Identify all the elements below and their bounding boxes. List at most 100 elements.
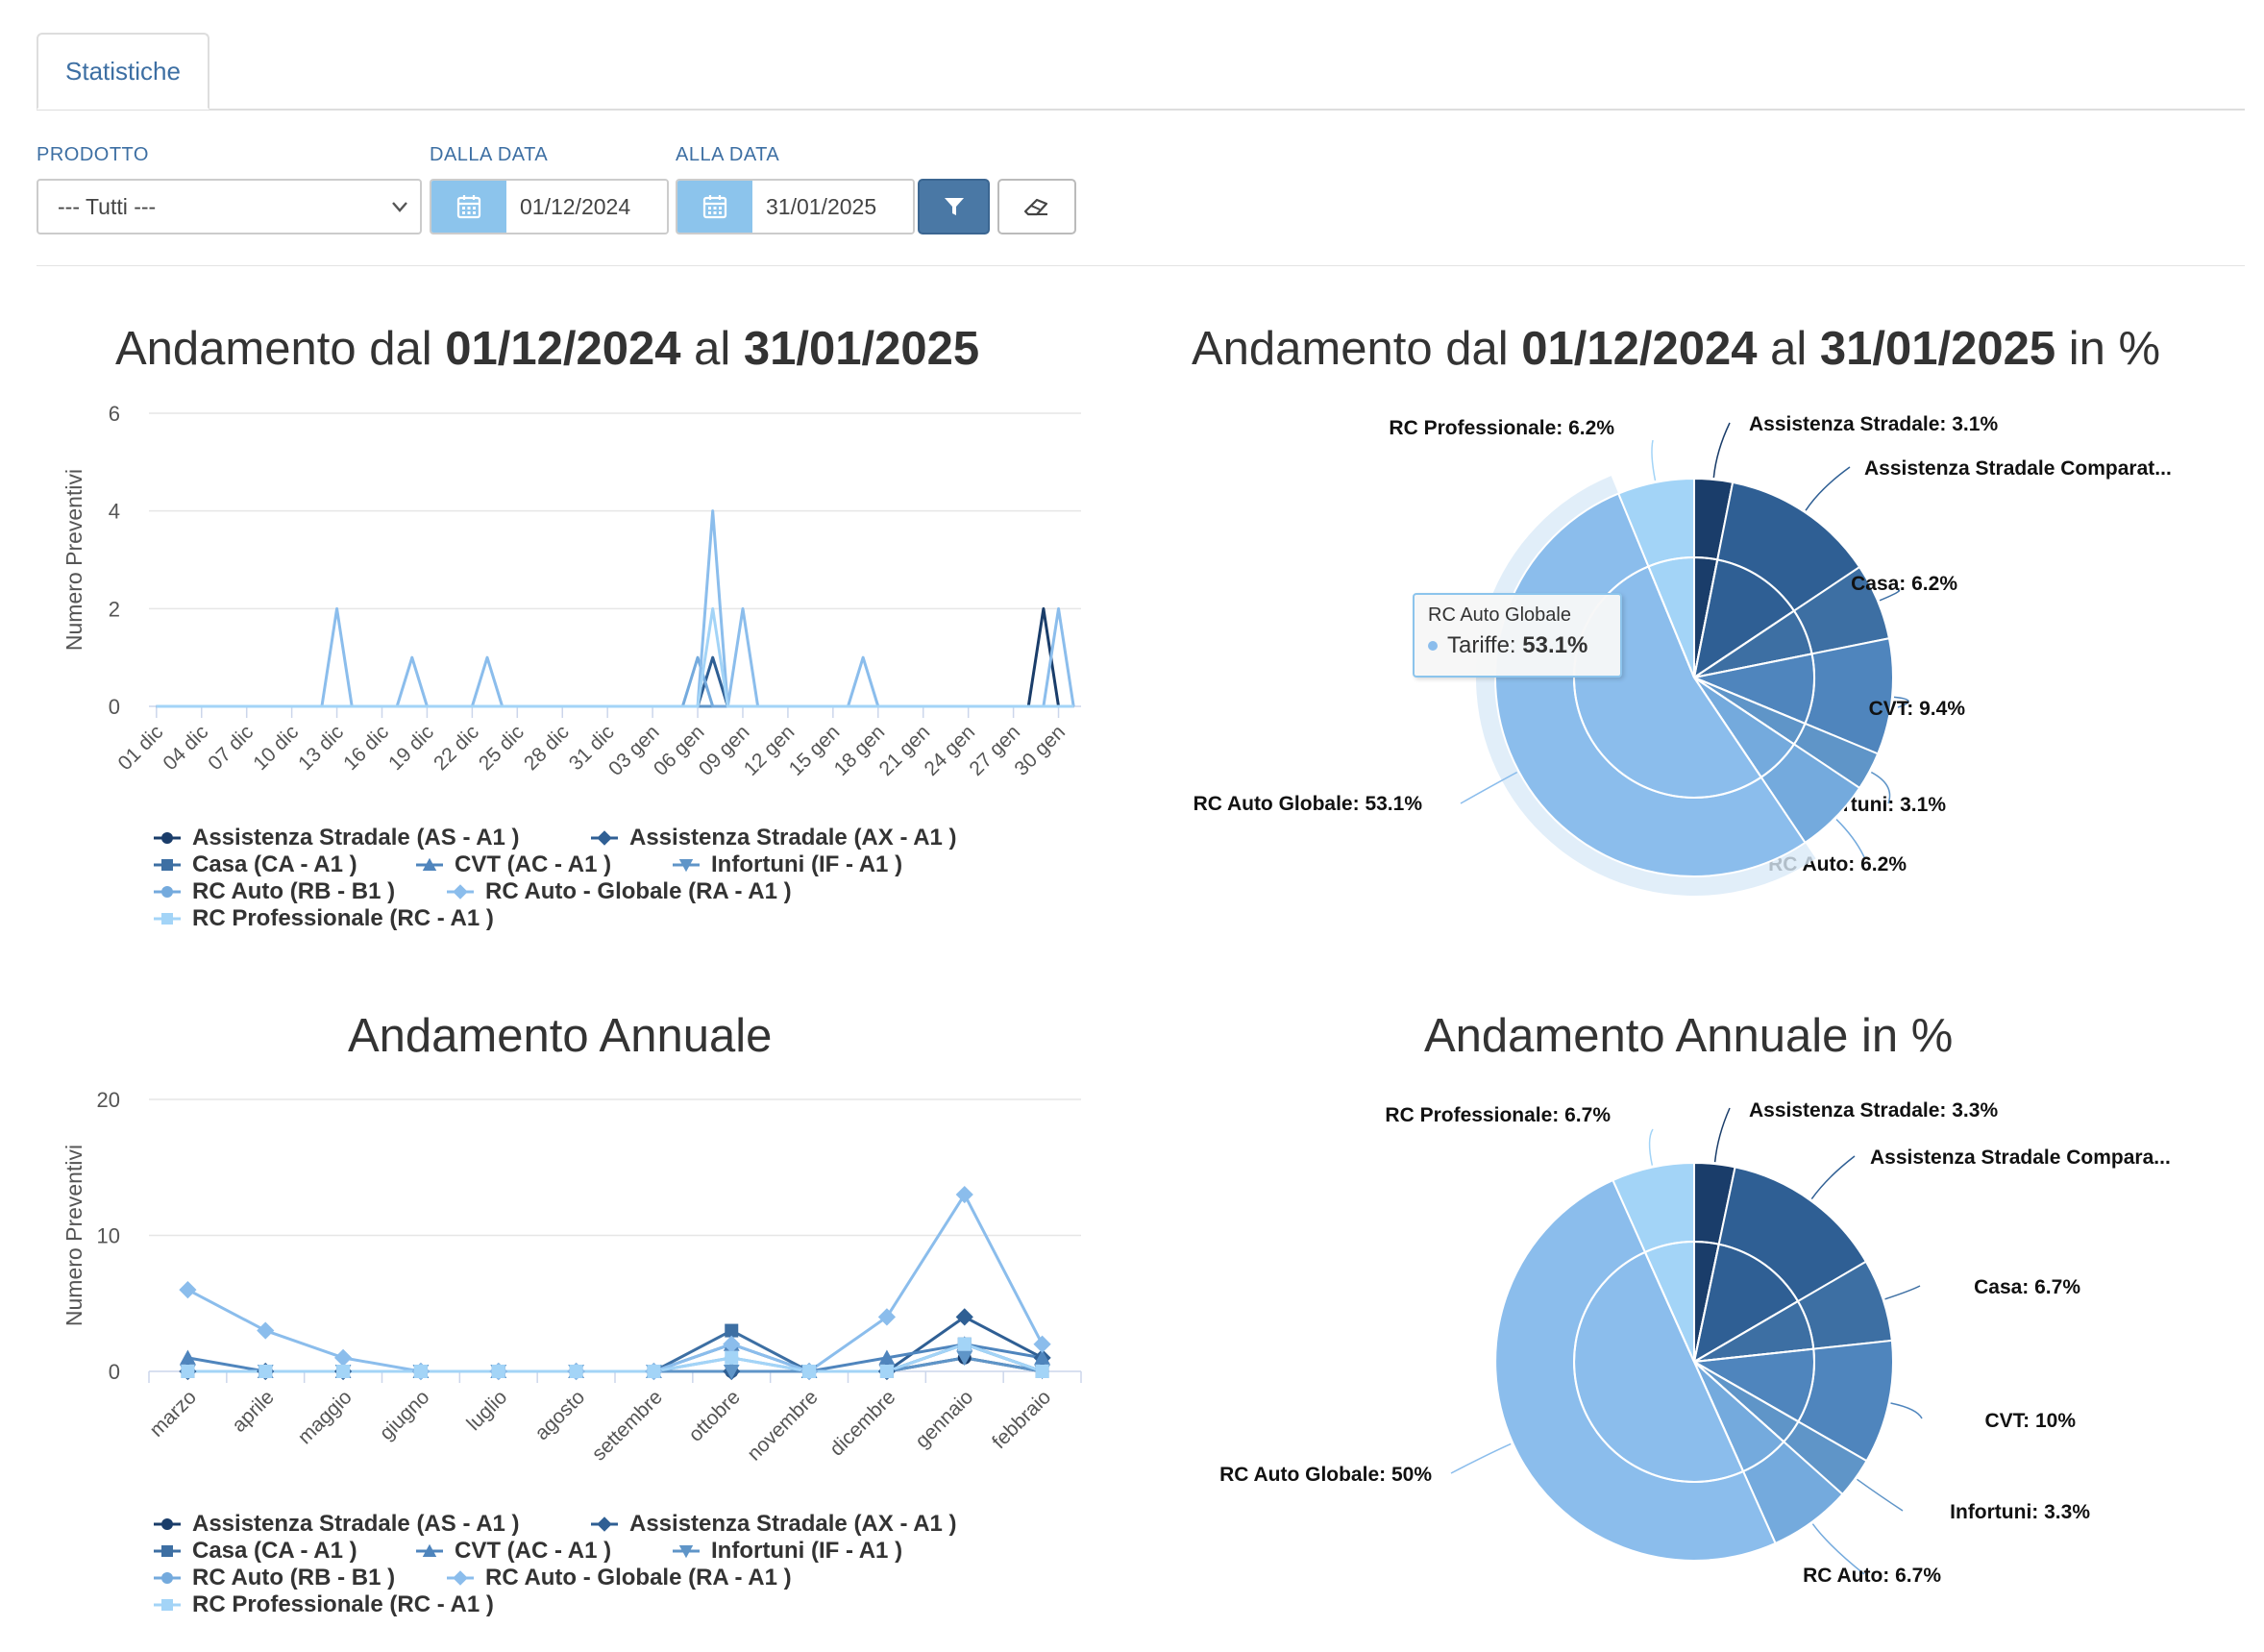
slice-label: RC Auto Globale: 50% — [1219, 1464, 1432, 1486]
chart1-title: Andamento dal 01/12/2024 al 31/01/2025 — [115, 323, 980, 375]
legend-item[interactable]: RC Auto (RB - B1 ) — [152, 1565, 395, 1591]
alla-data-field[interactable]: 31/01/2025 — [676, 179, 915, 234]
legend-marker — [453, 1570, 468, 1586]
data-point — [1034, 1349, 1050, 1365]
legend-item[interactable]: Assistenza Stradale (AX - A1 ) — [589, 825, 957, 851]
y-axis-label: Numero Preventivi — [62, 1145, 86, 1326]
slice-label: Assistenza Stradale: 3.1% — [1749, 413, 1998, 435]
legend-label: CVT (AC - A1 ) — [455, 851, 612, 877]
legend-item[interactable]: RC Auto - Globale (RA - A1 ) — [445, 878, 792, 905]
prodotto-select[interactable]: --- Tutti --- — [37, 179, 422, 234]
chart4-title: Andamento Annuale in % — [1424, 1010, 1954, 1062]
data-point — [1033, 1335, 1051, 1353]
label-connector — [1805, 466, 1851, 511]
legend-item[interactable]: Infortuni (IF - A1 ) — [671, 851, 902, 878]
label-connector — [1712, 422, 1731, 479]
alla-data-label: ALLA DATA — [676, 144, 780, 165]
pie-slice — [1690, 1339, 1894, 1463]
legend-item[interactable]: RC Auto (RB - B1 ) — [152, 878, 395, 905]
x-tick-label: giugno — [376, 1386, 434, 1444]
tab-statistiche[interactable]: Statistiche — [37, 33, 209, 110]
label-connector — [1648, 1128, 1654, 1166]
label-connector — [1890, 1402, 1923, 1419]
legend-marker — [161, 913, 173, 925]
legend-label: Casa (CA - A1 ) — [192, 1538, 357, 1564]
legend-marker — [161, 1545, 173, 1557]
y-tick-label: 6 — [109, 402, 120, 426]
data-point — [723, 1365, 740, 1380]
label-connector — [1870, 771, 1891, 804]
data-point — [413, 1365, 428, 1378]
legend-marker — [422, 1543, 437, 1557]
legend-item[interactable]: RC Auto - Globale (RA - A1 ) — [445, 1565, 792, 1591]
y-tick-label: 0 — [109, 695, 120, 719]
legend-symbol-icon — [447, 884, 474, 900]
x-tick-label: settembre — [588, 1386, 667, 1465]
legend-item[interactable]: RC Professionale (RC - A1 ) — [152, 905, 494, 932]
data-point — [955, 1308, 973, 1326]
x-tick-label: novembre — [743, 1386, 822, 1465]
filter-icon — [944, 198, 964, 215]
slice-label: Infortuni: 3.3% — [1950, 1501, 2090, 1523]
filter-button[interactable] — [918, 179, 990, 234]
dalla-data-label: DALLA DATA — [430, 144, 549, 165]
slice-label: RC Professionale: 6.2% — [1389, 417, 1614, 439]
calendar-icon[interactable] — [677, 181, 752, 233]
data-point — [725, 1323, 739, 1338]
legend-label: Assistenza Stradale (AX - A1 ) — [629, 825, 957, 851]
chevron-down-icon — [392, 202, 407, 212]
tooltip-dot — [1428, 641, 1438, 651]
label-connector — [1460, 771, 1518, 804]
tooltip-value: 53.1% — [1522, 632, 1588, 658]
series-line — [186, 1193, 1044, 1373]
legend-marker — [678, 1545, 694, 1559]
legend-item[interactable]: RC Professionale (RC - A1 ) — [152, 1591, 494, 1618]
label-connector — [1713, 1107, 1731, 1163]
dalla-data-field[interactable]: 01/12/2024 — [430, 179, 669, 234]
legend-item[interactable]: Assistenza Stradale (AS - A1 ) — [152, 825, 520, 851]
legend-item[interactable]: Casa (CA - A1 ) — [152, 851, 357, 878]
slice-label: Assistenza Stradale: 3.3% — [1749, 1099, 1998, 1122]
data-point — [258, 1365, 273, 1378]
legend-marker — [161, 859, 173, 871]
x-tick-label: gennaio — [911, 1386, 977, 1452]
series-line — [187, 1343, 1044, 1373]
legend-label: Assistenza Stradale (AS - A1 ) — [192, 825, 520, 851]
y-tick-label: 20 — [97, 1088, 120, 1112]
label-connector — [1857, 1478, 1904, 1512]
legend-symbol-icon — [154, 832, 181, 844]
legend-symbol-icon — [591, 830, 618, 846]
legend-item[interactable]: Infortuni (IF - A1 ) — [671, 1538, 902, 1565]
y-axis-label: Numero Preventivi — [62, 469, 86, 651]
slice-label: RC Auto Globale: 53.1% — [1194, 793, 1423, 815]
legend-item[interactable]: CVT (AC - A1 ) — [414, 851, 611, 878]
alla-data-input[interactable]: 31/01/2025 — [752, 181, 913, 233]
x-tick-label: febbraio — [988, 1386, 1055, 1453]
pie-slice — [1690, 637, 1894, 755]
tooltip-label: Tariffe: — [1447, 632, 1516, 658]
legend-item[interactable]: Assistenza Stradale (AX - A1 ) — [589, 1511, 957, 1538]
reset-button[interactable] — [997, 179, 1076, 234]
prodotto-select-value: --- Tutti --- — [58, 193, 157, 219]
legend-label: Infortuni (IF - A1 ) — [711, 851, 903, 877]
legend-symbol-icon — [154, 1599, 181, 1611]
data-point — [725, 1350, 739, 1365]
legend-item[interactable]: Assistenza Stradale (AS - A1 ) — [152, 1511, 520, 1538]
x-tick-label: agosto — [530, 1386, 589, 1444]
calendar-icon[interactable] — [431, 181, 506, 233]
legend-item[interactable]: CVT (AC - A1 ) — [414, 1538, 611, 1565]
legend-marker — [161, 1572, 173, 1584]
slice-label: RC Auto: 6.7% — [1803, 1565, 1941, 1587]
slice-label: CVT: 9.4% — [1869, 698, 1966, 720]
legend-label: RC Auto (RB - B1 ) — [192, 1565, 396, 1590]
dalla-data-input[interactable]: 01/12/2024 — [506, 181, 667, 233]
data-point — [878, 1349, 896, 1365]
legend-item[interactable]: Casa (CA - A1 ) — [152, 1538, 357, 1565]
pie-inner-ring — [1573, 1241, 1815, 1483]
label-connector — [1884, 1285, 1921, 1300]
data-point — [879, 1365, 894, 1378]
x-tick-label: dicembre — [825, 1386, 899, 1460]
data-point — [955, 1185, 973, 1204]
